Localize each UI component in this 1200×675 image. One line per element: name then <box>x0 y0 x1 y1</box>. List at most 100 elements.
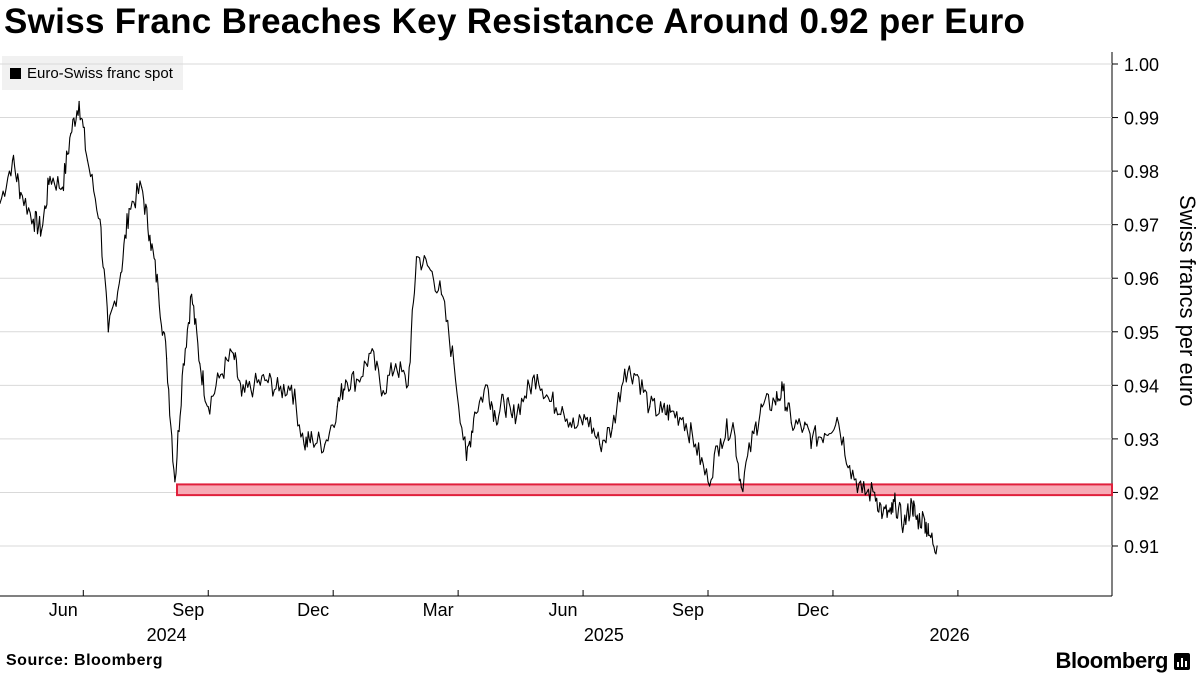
x-tick-label: Sep <box>172 600 204 620</box>
data-point <box>157 288 159 290</box>
data-point <box>290 384 293 386</box>
data-point <box>20 191 22 194</box>
y-tick-label: 1.00 <box>1124 55 1159 75</box>
data-point <box>99 218 101 220</box>
data-point <box>928 534 930 536</box>
data-point <box>586 416 588 419</box>
x-tick-label: Dec <box>797 600 829 620</box>
source-note: Source: Bloomberg <box>6 652 163 669</box>
data-point <box>811 438 813 440</box>
x-year-label: 2024 <box>147 625 187 645</box>
bloomberg-chart-icon <box>1174 652 1190 670</box>
series-line-eur-chf <box>0 100 938 555</box>
bloomberg-logo: Bloomberg <box>1055 648 1190 674</box>
data-point <box>599 443 601 445</box>
resistance-band <box>176 483 1114 497</box>
data-point <box>174 481 176 483</box>
data-point <box>370 352 372 354</box>
x-tick-label: Mar <box>423 600 454 620</box>
y-tick-label: 0.91 <box>1124 537 1159 557</box>
data-point <box>874 491 876 494</box>
data-point <box>661 411 663 413</box>
data-point <box>824 432 826 435</box>
data-point <box>486 384 488 386</box>
y-tick-label: 0.97 <box>1124 216 1159 236</box>
y-tick-label: 0.95 <box>1124 323 1159 343</box>
data-point <box>915 518 917 520</box>
data-point <box>345 379 347 381</box>
data-point <box>861 491 863 494</box>
data-point <box>849 465 851 467</box>
data-point <box>624 368 626 370</box>
data-point <box>232 352 234 354</box>
data-point <box>128 208 130 210</box>
data-point <box>669 411 672 413</box>
data-point <box>649 406 651 408</box>
data-point <box>11 159 14 161</box>
x-year-label: 2025 <box>584 625 624 645</box>
data-point <box>903 523 905 526</box>
data-point <box>707 481 709 483</box>
data-point <box>694 443 697 445</box>
data-point <box>407 384 409 386</box>
data-point <box>636 374 638 376</box>
data-point <box>220 374 222 376</box>
data-point <box>428 266 430 269</box>
data-point <box>790 422 792 424</box>
axes: 0.91 0.92 0.93 0.94 0.95 0.96 0.97 0.98 0.99 1.00… <box>0 52 1159 645</box>
data-point <box>882 513 884 515</box>
data-point <box>41 229 43 231</box>
data-point <box>120 272 122 274</box>
chart-title: Swiss Franc Breaches Key Resistance Arou… <box>4 2 1026 41</box>
y-tick-label: 0.94 <box>1124 376 1159 396</box>
data-point <box>536 374 538 376</box>
x-tick-label: Jun <box>549 600 578 620</box>
data-point <box>303 443 305 445</box>
data-point <box>753 432 755 435</box>
legend: Euro-Swiss franc spot <box>2 56 183 90</box>
data-point <box>774 400 776 402</box>
data-point <box>719 438 722 440</box>
data-point <box>395 363 397 365</box>
data-point <box>453 363 455 365</box>
data-point <box>382 390 384 392</box>
data-point <box>253 384 255 386</box>
resistance-band-layer <box>176 483 1114 497</box>
data-point <box>199 363 201 365</box>
data-point <box>740 486 742 488</box>
y-tick-label: 0.98 <box>1124 162 1159 182</box>
x-tick-label: Dec <box>297 600 329 620</box>
data-point <box>0 202 1 204</box>
data-point <box>415 256 418 258</box>
data-point <box>894 502 897 504</box>
data-point <box>324 443 326 445</box>
legend-swatch <box>10 67 21 79</box>
data-point <box>524 395 526 397</box>
data-point <box>240 395 243 397</box>
data-point <box>682 416 684 419</box>
brand-wordmark: Bloomberg <box>1055 648 1168 673</box>
data-point <box>761 406 763 408</box>
x-year-label: 2026 <box>930 625 970 645</box>
y-tick-label: 0.96 <box>1124 269 1159 289</box>
data-point <box>836 416 838 419</box>
data-point <box>107 331 109 333</box>
data-point <box>165 357 168 360</box>
data-point <box>923 518 926 520</box>
data-point <box>911 502 913 504</box>
series-layer <box>0 100 938 555</box>
data-point <box>78 100 80 103</box>
data-point <box>465 459 468 461</box>
data-point <box>782 390 784 392</box>
data-point <box>561 406 563 408</box>
data-point <box>732 422 734 424</box>
data-point <box>190 293 193 295</box>
y-tick-label: 0.92 <box>1124 483 1159 503</box>
x-tick-label: Sep <box>672 600 704 620</box>
data-point <box>611 427 613 429</box>
data-point <box>278 390 280 392</box>
data-point <box>890 513 892 515</box>
y-axis-label: Swiss francs per euro <box>1175 195 1200 407</box>
data-point <box>86 159 89 161</box>
